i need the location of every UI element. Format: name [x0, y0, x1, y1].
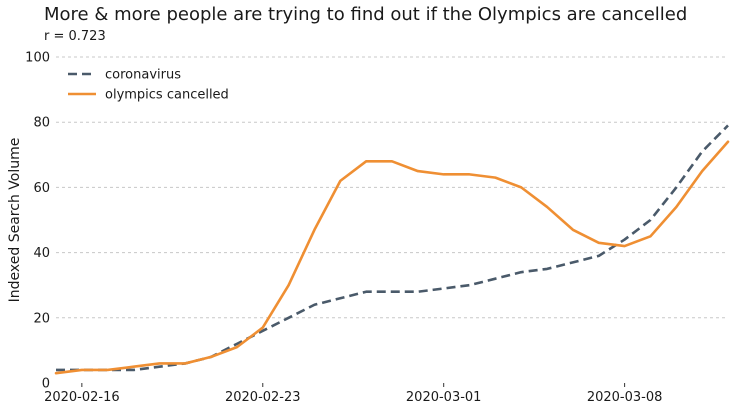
y-tick-label: 60 — [33, 181, 50, 196]
legend: coronavirus olympics cancelled — [68, 68, 229, 103]
y-tick-label: 0 — [42, 377, 50, 392]
series-lines — [54, 124, 730, 375]
y-axis-ticks: 0 20 40 60 80 100 — [25, 51, 50, 392]
y-tick-label: 40 — [33, 246, 50, 261]
y-axis-label: Indexed Search Volume — [7, 138, 23, 303]
x-tick-label: 2020-03-01 — [406, 390, 482, 405]
x-tick-label: 2020-02-23 — [225, 390, 301, 405]
grid-lines — [56, 56, 728, 319]
y-tick-label: 100 — [25, 51, 50, 66]
y-tick-label: 80 — [33, 116, 50, 131]
chart-subtitle: r = 0.723 — [44, 29, 106, 44]
y-tick-label: 20 — [33, 311, 50, 326]
legend-label: olympics cancelled — [105, 88, 229, 103]
chart-title: More & more people are trying to find ou… — [44, 4, 688, 25]
legend-label: coronavirus — [105, 68, 181, 83]
x-axis-ticks: 2020-02-16 2020-02-23 2020-03-01 2020-03-08 — [44, 383, 662, 405]
x-tick-label: 2020-02-16 — [44, 390, 120, 405]
x-tick-label: 2020-03-08 — [587, 390, 663, 405]
series-line-olympics-cancelled — [54, 140, 730, 375]
